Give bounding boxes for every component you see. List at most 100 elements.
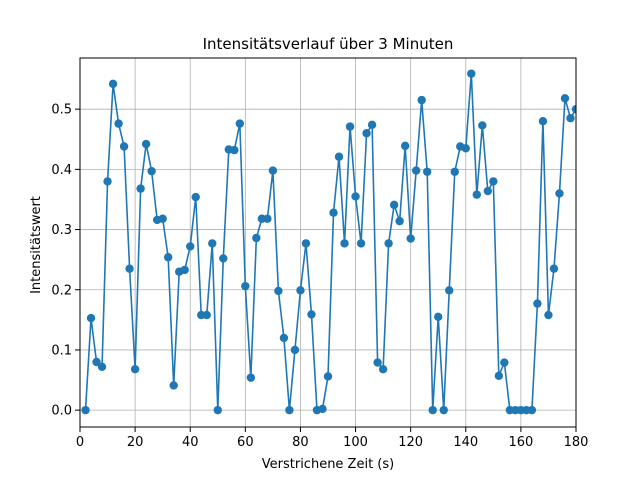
x-tick-label: 100 [343, 435, 368, 450]
data-point [180, 265, 189, 275]
data-point [345, 122, 355, 131]
data-point [163, 253, 173, 262]
chart-title: Intensitätsverlauf über 3 Minuten [203, 35, 454, 53]
series-layer [81, 69, 576, 415]
data-point [560, 94, 570, 103]
data-point [230, 145, 239, 155]
data-point [549, 264, 559, 273]
data-point [478, 121, 487, 130]
data-point [307, 310, 316, 319]
data-point [191, 192, 200, 202]
data-point [489, 177, 498, 186]
data-point [158, 214, 167, 223]
x-tick-label: 120 [398, 435, 423, 450]
data-point [235, 119, 245, 128]
x-tick-label: 0 [76, 435, 84, 450]
data-point [494, 371, 504, 381]
data-point [279, 333, 289, 343]
data-point [169, 381, 178, 390]
grid-lines [79, 58, 577, 427]
data-point [108, 79, 118, 89]
x-tick-label: 140 [453, 435, 478, 450]
y-axis: 0.0 0.1 0.2 0.3 0.4 0.5 [51, 103, 80, 419]
data-point [147, 166, 156, 176]
x-tick-label: 180 [564, 435, 589, 450]
data-point [246, 373, 256, 382]
data-point [362, 129, 371, 138]
data-point [141, 139, 151, 149]
data-point [400, 141, 410, 151]
data-point [252, 233, 261, 243]
data-point [417, 95, 426, 105]
data-point [119, 142, 129, 151]
data-point [527, 405, 537, 415]
data-point [367, 120, 377, 130]
data-point [428, 405, 437, 415]
y-tick-label: 0.0 [51, 404, 72, 419]
data-point [351, 192, 360, 201]
data-point [406, 234, 415, 243]
data-point [274, 286, 283, 296]
data-point [296, 286, 305, 295]
data-point [384, 239, 393, 248]
y-tick-label: 0.3 [51, 223, 72, 238]
data-point [389, 200, 399, 210]
data-point [555, 189, 564, 198]
y-tick-label: 0.1 [51, 343, 72, 358]
data-point [81, 405, 90, 415]
data-point [467, 69, 476, 78]
x-tick-label: 160 [508, 435, 533, 450]
data-point [114, 119, 123, 128]
data-point [263, 214, 272, 223]
data-point [130, 365, 140, 374]
data-point [213, 405, 222, 415]
data-point [566, 113, 575, 123]
data-point [329, 208, 338, 217]
data-point [395, 216, 404, 226]
x-tick-label: 40 [182, 435, 199, 450]
data-point [483, 186, 493, 196]
y-tick-label: 0.2 [51, 283, 72, 298]
data-point [544, 310, 553, 320]
data-point [92, 357, 101, 367]
data-point [186, 242, 195, 251]
data-point [301, 239, 311, 248]
data-point [434, 312, 443, 322]
data-point [445, 286, 454, 295]
plot-frame [79, 57, 577, 428]
x-tick-label: 80 [292, 435, 309, 450]
data-point [450, 167, 459, 176]
data-point [268, 166, 278, 175]
data-point [500, 358, 509, 367]
data-point [538, 117, 548, 126]
x-axis: 0 20 40 60 80 100 120 140 160 180 [76, 427, 589, 450]
data-point [461, 144, 470, 153]
data-point [373, 358, 382, 367]
data-point [290, 345, 300, 355]
data-point [97, 362, 107, 372]
data-point [439, 405, 448, 415]
data-point [103, 177, 112, 186]
data-point [411, 166, 421, 175]
series-line [84, 72, 576, 411]
data-point [208, 239, 217, 248]
data-point [356, 239, 366, 248]
y-axis-label: Intensitätswert [29, 196, 44, 294]
data-point [334, 152, 344, 161]
x-tick-label: 60 [237, 435, 254, 450]
data-point [318, 404, 327, 414]
data-point [340, 239, 349, 248]
data-point [423, 167, 432, 176]
y-tick-label: 0.4 [51, 163, 72, 178]
data-point [533, 299, 542, 308]
data-point [125, 264, 134, 273]
data-point [219, 254, 228, 263]
data-point [285, 405, 294, 415]
data-point [241, 281, 250, 291]
data-point [472, 190, 481, 199]
data-point [202, 310, 211, 320]
data-point [136, 184, 145, 193]
data-point [571, 104, 576, 114]
data-point [86, 313, 96, 323]
